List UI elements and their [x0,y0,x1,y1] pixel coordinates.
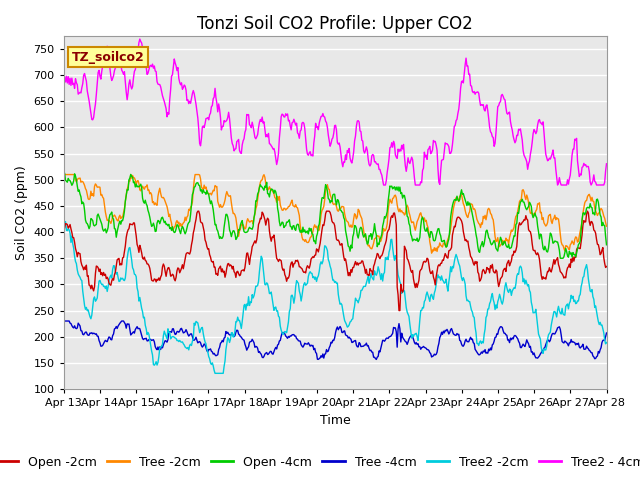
Text: TZ_soilco2: TZ_soilco2 [72,51,145,64]
X-axis label: Time: Time [320,414,351,427]
Y-axis label: Soil CO2 (ppm): Soil CO2 (ppm) [15,165,28,260]
Legend: Open -2cm, Tree -2cm, Open -4cm, Tree -4cm, Tree2 -2cm, Tree2 - 4cm: Open -2cm, Tree -2cm, Open -4cm, Tree -4… [0,451,640,474]
Title: Tonzi Soil CO2 Profile: Upper CO2: Tonzi Soil CO2 Profile: Upper CO2 [197,15,473,33]
